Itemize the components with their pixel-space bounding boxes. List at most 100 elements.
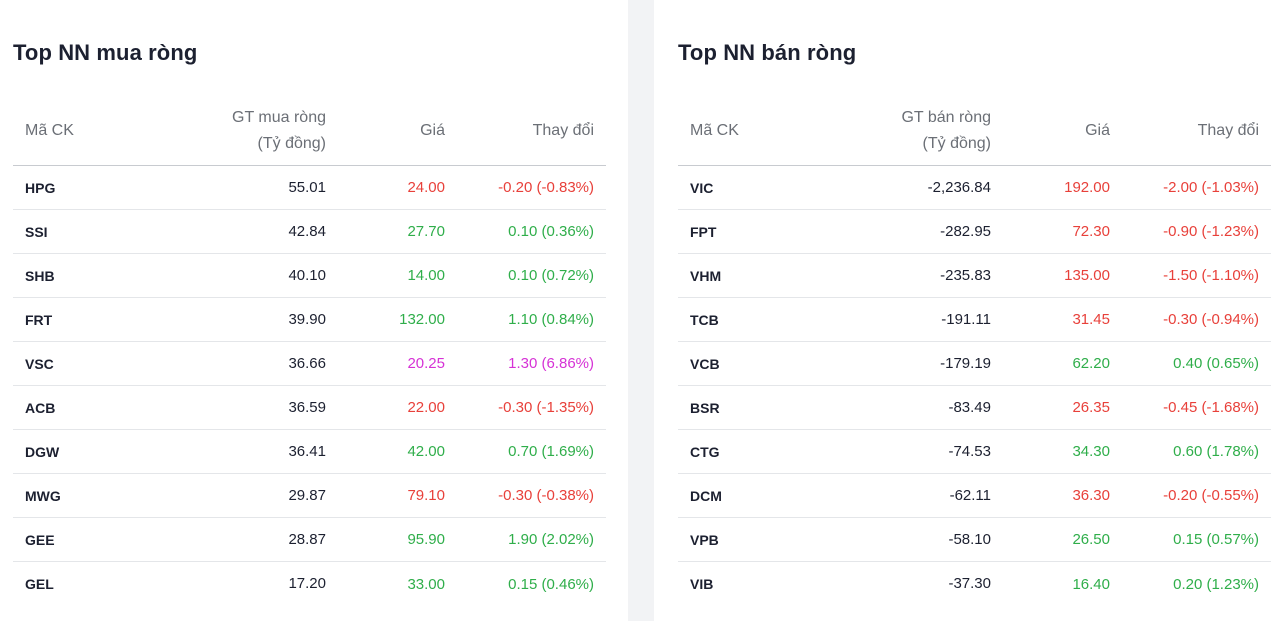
change-cell: -1.50 (-1.10%): [1163, 267, 1259, 284]
header-price: Giá: [420, 121, 445, 139]
table-row[interactable]: HPG 55.01 24.00 -0.20 (-0.83%): [13, 166, 606, 210]
symbol-cell: TCB: [690, 311, 719, 328]
value-cell: -235.83: [940, 266, 991, 284]
value-cell: -37.30: [948, 575, 991, 592]
price-cell: 24.00: [407, 179, 445, 196]
value-cell: -83.49: [948, 398, 991, 416]
table-row[interactable]: ACB 36.59 22.00 -0.30 (-1.35%): [13, 386, 606, 430]
table-row[interactable]: FPT -282.95 72.30 -0.90 (-1.23%): [678, 210, 1271, 254]
table-row[interactable]: GEL 17.20 33.00 0.15 (0.46%): [13, 562, 606, 606]
price-cell: 34.30: [1072, 443, 1110, 460]
value-cell: -191.11: [941, 310, 991, 328]
header-value: GT mua ròng (Tỷ đồng): [163, 105, 326, 157]
table-row[interactable]: GEE 28.87 95.90 1.90 (2.02%): [13, 518, 606, 562]
symbol-cell: VIB: [690, 576, 714, 592]
price-cell: 95.90: [407, 531, 445, 548]
value-cell: -74.53: [948, 442, 991, 460]
symbol-cell: MWG: [25, 487, 61, 504]
table-row[interactable]: FRT 39.90 132.00 1.10 (0.84%): [13, 298, 606, 342]
table-row[interactable]: VSC 36.66 20.25 1.30 (6.86%): [13, 342, 606, 386]
value-cell: 36.59: [288, 398, 326, 416]
header-change: Thay đổi: [532, 121, 594, 139]
price-cell: 22.00: [407, 399, 445, 416]
header-value-line1: GT bán ròng: [901, 108, 991, 126]
net-buy-table: Mã CK GT mua ròng (Tỷ đồng) Giá Thay đổi…: [13, 96, 606, 606]
value-cell: -58.10: [948, 530, 991, 548]
symbol-cell: BSR: [690, 399, 720, 416]
table-row[interactable]: CTG -74.53 34.30 0.60 (1.78%): [678, 430, 1271, 474]
symbol-cell: CTG: [690, 443, 720, 460]
symbol-cell: VPB: [690, 531, 719, 548]
change-cell: -0.20 (-0.83%): [498, 179, 594, 196]
change-cell: -0.90 (-1.23%): [1163, 223, 1259, 240]
change-cell: -0.30 (-0.38%): [498, 487, 594, 504]
table-body: HPG 55.01 24.00 -0.20 (-0.83%) SSI 42.84 27.70…: [13, 166, 606, 606]
price-cell: 42.00: [407, 443, 445, 460]
net-sell-table: Mã CK GT bán ròng (Tỷ đồng) Giá Thay đổi…: [678, 96, 1271, 606]
price-cell: 132.00: [399, 311, 445, 328]
table-row[interactable]: VHM -235.83 135.00 -1.50 (-1.10%): [678, 254, 1271, 298]
symbol-cell: GEL: [25, 576, 54, 592]
change-cell: -2.00 (-1.03%): [1163, 179, 1259, 196]
table-row[interactable]: BSR -83.49 26.35 -0.45 (-1.68%): [678, 386, 1271, 430]
symbol-cell: VIC: [690, 179, 714, 196]
price-cell: 33.00: [407, 575, 445, 593]
table-row[interactable]: SSI 42.84 27.70 0.10 (0.36%): [13, 210, 606, 254]
value-cell: -282.95: [940, 222, 991, 240]
symbol-cell: FPT: [690, 223, 717, 240]
table-row[interactable]: DCM -62.11 36.30 -0.20 (-0.55%): [678, 474, 1271, 518]
symbol-cell: FRT: [25, 311, 53, 328]
change-cell: 0.70 (1.69%): [508, 443, 594, 460]
change-cell: -0.45 (-1.68%): [1163, 399, 1259, 416]
header-symbol: Mã CK: [690, 121, 739, 139]
symbol-cell: VHM: [690, 267, 722, 284]
table-row[interactable]: TCB -191.11 31.45 -0.30 (-0.94%): [678, 298, 1271, 342]
table-row[interactable]: DGW 36.41 42.00 0.70 (1.69%): [13, 430, 606, 474]
symbol-cell: VSC: [25, 355, 54, 372]
symbol-cell: HPG: [25, 179, 56, 196]
value-cell: 17.20: [288, 575, 326, 592]
change-cell: 0.15 (0.46%): [508, 575, 594, 593]
change-cell: 0.20 (1.23%): [1173, 575, 1259, 593]
price-cell: 26.50: [1072, 531, 1110, 548]
value-cell: 42.84: [288, 222, 326, 240]
header-value-line1: GT mua ròng: [232, 108, 326, 126]
change-cell: -0.30 (-1.35%): [498, 399, 594, 416]
change-cell: 1.10 (0.84%): [508, 311, 594, 328]
change-cell: 0.40 (0.65%): [1173, 355, 1259, 372]
symbol-cell: DGW: [25, 443, 60, 460]
header-value-line2: (Tỷ đồng): [257, 134, 326, 152]
header-symbol: Mã CK: [25, 121, 74, 139]
change-cell: 1.90 (2.02%): [508, 531, 594, 548]
change-cell: 1.30 (6.86%): [508, 355, 594, 372]
header-value: GT bán ròng (Tỷ đồng): [828, 105, 991, 157]
price-cell: 26.35: [1072, 399, 1110, 416]
table-body: VIC -2,236.84 192.00 -2.00 (-1.03%) FPT -282.…: [678, 166, 1271, 606]
value-cell: 39.90: [288, 310, 326, 328]
top-net-sell-panel: Top NN bán ròng Mã CK GT bán ròng (Tỷ đồ…: [654, 0, 1280, 621]
price-cell: 135.00: [1064, 267, 1110, 284]
table-header: Mã CK GT bán ròng (Tỷ đồng) Giá Thay đổi: [678, 96, 1271, 166]
change-cell: 0.10 (0.72%): [508, 267, 594, 284]
price-cell: 27.70: [407, 223, 445, 240]
table-row[interactable]: VPB -58.10 26.50 0.15 (0.57%): [678, 518, 1271, 562]
price-cell: 72.30: [1072, 223, 1110, 240]
top-net-buy-panel: Top NN mua ròng Mã CK GT mua ròng (Tỷ đồ…: [0, 0, 628, 621]
table-row[interactable]: VCB -179.19 62.20 0.40 (0.65%): [678, 342, 1271, 386]
table-row[interactable]: SHB 40.10 14.00 0.10 (0.72%): [13, 254, 606, 298]
table-row[interactable]: MWG 29.87 79.10 -0.30 (-0.38%): [13, 474, 606, 518]
table-row[interactable]: VIC -2,236.84 192.00 -2.00 (-1.03%): [678, 166, 1271, 210]
value-cell: -179.19: [940, 354, 991, 372]
change-cell: -0.20 (-0.55%): [1163, 487, 1259, 504]
symbol-cell: GEE: [25, 531, 55, 548]
symbol-cell: VCB: [690, 355, 720, 372]
value-cell: -2,236.84: [927, 178, 991, 196]
symbol-cell: DCM: [690, 487, 722, 504]
value-cell: 40.10: [288, 266, 326, 284]
header-value-line2: (Tỷ đồng): [922, 134, 991, 152]
change-cell: 0.60 (1.78%): [1173, 443, 1259, 460]
table-row[interactable]: VIB -37.30 16.40 0.20 (1.23%): [678, 562, 1271, 606]
symbol-cell: SSI: [25, 223, 48, 240]
price-cell: 79.10: [407, 487, 445, 504]
price-cell: 14.00: [407, 267, 445, 284]
